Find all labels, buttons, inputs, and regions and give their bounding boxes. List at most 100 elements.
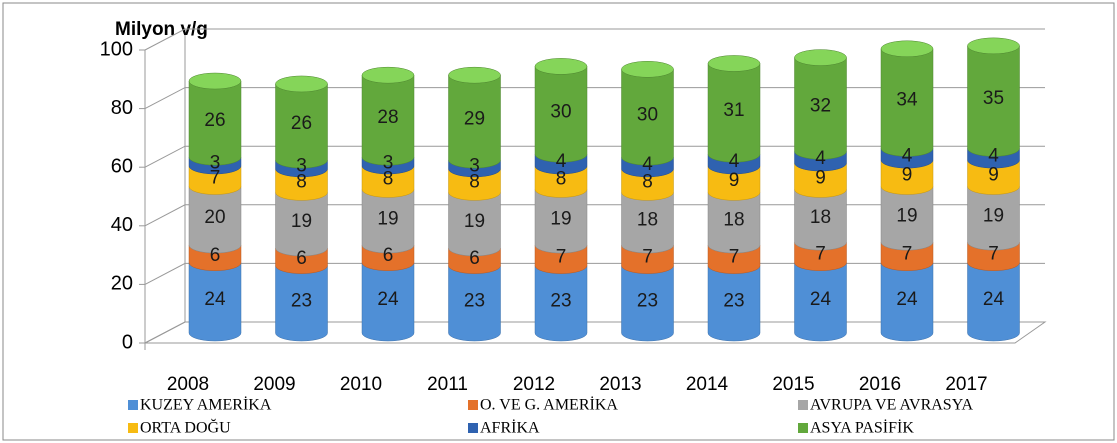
bar-segment (621, 69, 674, 166)
data-label: 31 (723, 100, 744, 121)
legend-label: O. VE G. AMERİKA (480, 396, 618, 414)
bar-segment (967, 262, 1020, 342)
bar-segment (621, 265, 674, 342)
data-label: 34 (896, 90, 918, 111)
y-tick-label: 0 (122, 331, 133, 353)
legend-swatch (798, 400, 808, 410)
bar-top (188, 72, 242, 90)
data-label: 7 (988, 243, 999, 264)
data-label: 35 (983, 88, 1004, 109)
legend-swatch (128, 423, 138, 433)
data-label: 30 (550, 101, 571, 122)
bar-segment (361, 74, 415, 166)
y-tick-label: 80 (111, 97, 133, 119)
bar-segment (880, 48, 934, 157)
bar-segment (621, 192, 674, 254)
x-tick-label: 2015 (772, 374, 814, 395)
data-label: 7 (210, 167, 221, 188)
bar-segment (967, 159, 1020, 195)
bar-top (275, 75, 328, 93)
data-label: 24 (810, 289, 832, 310)
legend-swatch (128, 400, 138, 410)
data-label: 4 (556, 151, 567, 172)
data-label: 8 (383, 169, 394, 190)
bar-segment (967, 45, 1020, 157)
y-tick-label: 20 (111, 273, 133, 295)
bar-segment (707, 63, 761, 163)
x-tick-label: 2014 (686, 374, 729, 395)
data-label: 32 (810, 95, 831, 116)
data-label: 9 (815, 167, 826, 188)
bar-segment (188, 80, 242, 166)
data-label: 7 (642, 246, 653, 267)
x-tick-label: 2010 (340, 374, 382, 395)
data-label: 18 (637, 210, 658, 231)
bar-top (534, 58, 588, 75)
y-tick-label: 100 (100, 38, 133, 60)
data-label: 19 (464, 211, 485, 232)
data-label: 6 (383, 245, 394, 266)
x-tick-label: 2008 (167, 374, 209, 395)
data-label: 9 (729, 170, 740, 191)
data-label: 23 (723, 290, 744, 311)
bar-segment (621, 168, 674, 201)
legend-swatch (798, 423, 808, 433)
data-label: 20 (204, 207, 225, 228)
data-label: 7 (556, 246, 567, 267)
x-tick-label: 2011 (427, 374, 468, 395)
bar-segment (794, 189, 847, 251)
data-label: 23 (637, 290, 658, 311)
data-label: 19 (896, 205, 917, 226)
bar-segment (880, 159, 934, 195)
data-label: 4 (815, 148, 826, 169)
data-label: 24 (896, 289, 918, 310)
x-tick-label: 2016 (859, 374, 901, 395)
bar-segment (361, 189, 415, 254)
bar-top (448, 66, 501, 84)
data-label: 29 (464, 109, 485, 130)
data-label: 23 (291, 290, 312, 311)
legend-swatch (468, 400, 478, 410)
bar-segment (448, 192, 501, 257)
bar-segment (880, 262, 934, 342)
data-label: 3 (469, 156, 480, 177)
data-label: 18 (810, 207, 831, 228)
bar-segment (188, 262, 242, 342)
bar-top (707, 55, 761, 72)
bar-top (794, 49, 847, 66)
bar-top (621, 61, 674, 78)
x-tick-label: 2009 (253, 374, 295, 395)
y-tick-label: 60 (111, 155, 133, 177)
data-label: 3 (296, 156, 307, 177)
data-label: 8 (556, 169, 567, 190)
data-label: 4 (729, 151, 740, 172)
data-label: 7 (815, 243, 826, 264)
data-label: 19 (377, 208, 398, 229)
data-label: 26 (204, 110, 225, 131)
data-label: 24 (204, 289, 226, 310)
data-label: 30 (637, 104, 658, 125)
bar-top (361, 66, 415, 84)
legend-swatch (468, 423, 478, 433)
legend-label: AVRUPA VE AVRASYA (810, 397, 973, 414)
bar-segment (275, 265, 328, 342)
bar-segment (448, 168, 501, 201)
data-label: 4 (642, 154, 653, 175)
y-tick-label: 40 (111, 214, 133, 236)
bar-segment (448, 74, 501, 169)
data-label: 23 (464, 290, 485, 311)
bar-segment (794, 57, 847, 160)
legend-label: ASYA PASİFİK (810, 419, 914, 437)
bar-segment (534, 265, 588, 342)
bar-top (967, 37, 1020, 55)
data-label: 7 (729, 246, 740, 267)
legend-label: ORTA DOĞU (140, 418, 231, 437)
data-label: 6 (296, 248, 307, 269)
data-label: 8 (296, 172, 307, 193)
bar-segment (275, 83, 328, 169)
data-label: 18 (723, 210, 744, 231)
bar-segment (794, 162, 847, 198)
data-label: 6 (469, 248, 480, 269)
x-tick-label: 2012 (513, 374, 555, 395)
data-label: 8 (642, 172, 653, 193)
